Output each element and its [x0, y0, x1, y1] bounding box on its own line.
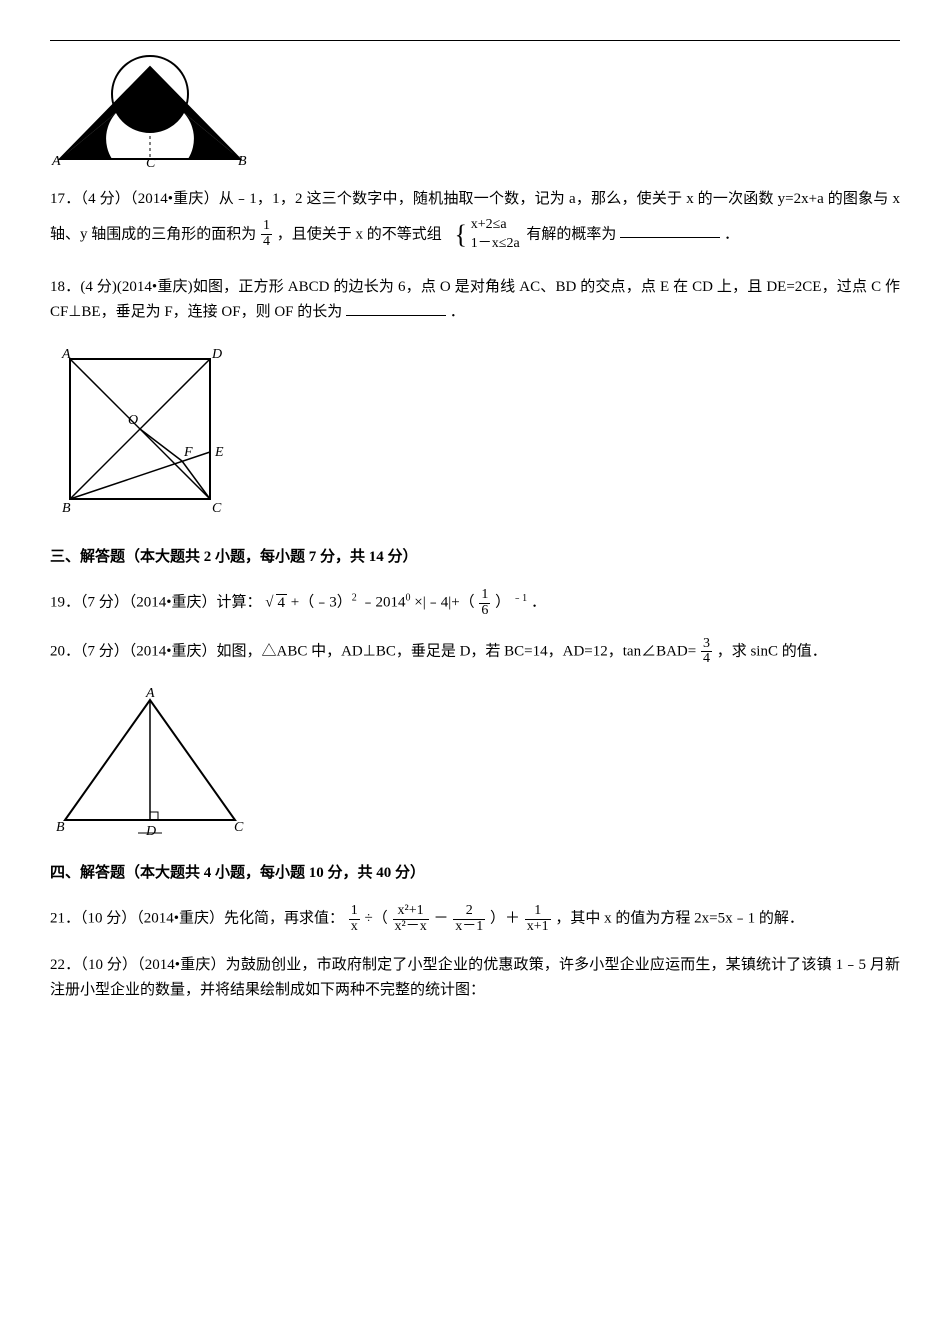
q16-figure: A B C O [50, 49, 900, 169]
q17-period: ． [724, 226, 739, 242]
q18: 18．(4 分)(2014•重庆)如图，正方形 ABCD 的边长为 6，点 O … [50, 275, 900, 326]
q20: 20．（7 分）（2014•重庆）如图，△ABC 中，AD⊥BC，垂足是 D，若… [50, 637, 900, 667]
svg-text:A: A [61, 347, 71, 362]
q18-text: 18．(4 分)(2014•重庆)如图，正方形 ABCD 的边长为 6，点 O … [50, 279, 900, 321]
svg-text:D: D [211, 347, 222, 362]
svg-text:B: B [62, 501, 71, 516]
svg-text:B: B [238, 154, 247, 169]
q17-mid: ，且使关于 x 的不等式组 [277, 226, 442, 242]
q19-mid2: ﹣2014 [360, 595, 405, 611]
q18-blank [346, 300, 446, 316]
q19-end: ． [531, 595, 546, 611]
q17: 17．（4 分）（2014•重庆）从﹣1，1，2 这三个数字中，随机抽取一个数，… [50, 187, 900, 257]
q21-div: ÷（ [365, 911, 388, 927]
q19-sq: 2 [352, 593, 357, 604]
section3-title: 三、解答题（本大题共 2 小题，每小题 7 分，共 14 分） [50, 545, 900, 571]
q21-prefix: 21．（10 分）（2014•重庆）先化简，再求值： [50, 911, 344, 927]
q20-prefix: 20．（7 分）（2014•重庆）如图，△ABC 中，AD⊥BC，垂足是 D，若… [50, 643, 696, 659]
q21-frac2: x²+1 x²－x [393, 904, 429, 934]
q19-mid1: +（﹣3） [291, 595, 352, 611]
q21-minus: － [433, 911, 448, 927]
svg-text:A: A [51, 154, 61, 169]
svg-text:O: O [128, 413, 138, 428]
svg-text:B: B [56, 820, 65, 835]
q19-sqrt: 4 [274, 591, 288, 617]
q20-figure: A B C D [50, 685, 900, 835]
q17-tail: 有解的概率为 [526, 226, 616, 242]
q18-figure: A D B C O E F [50, 344, 900, 519]
q22-text: 22．（10 分）（2014•重庆）为鼓励创业，市政府制定了小型企业的优惠政策，… [50, 957, 900, 999]
sqrt-symbol: √ [265, 595, 273, 611]
q19: 19．（7 分）（2014•重庆）计算： √4 +（﹣3）2 ﹣20140 ×|… [50, 588, 900, 618]
section4-title: 四、解答题（本大题共 4 小题，每小题 10 分，共 40 分） [50, 861, 900, 887]
q19-pow: ﹣1 [512, 593, 527, 604]
svg-text:E: E [214, 445, 224, 460]
q17-frac-area: 1 4 [261, 219, 272, 249]
q20-tail: ，求 sinC 的值． [717, 643, 827, 659]
header-rule [50, 40, 900, 41]
svg-text:O: O [154, 80, 164, 95]
q17-blank [620, 222, 720, 238]
q19-zero: 0 [405, 593, 410, 604]
q19-close: ） [495, 595, 510, 611]
q21-close-plus: ）＋ [490, 911, 520, 927]
q19-mid3: ×|﹣4|+（ [414, 595, 474, 611]
q21-tail: ，其中 x 的值为方程 2x=5x﹣1 的解． [555, 911, 803, 927]
q21: 21．（10 分）（2014•重庆）先化简，再求值： 1 x ÷（ x²+1 x… [50, 904, 900, 934]
q21-frac4: 1 x+1 [525, 904, 551, 934]
q21-frac1: 1 x [349, 904, 360, 934]
svg-text:A: A [145, 686, 155, 701]
q21-frac3: 2 x－1 [453, 904, 485, 934]
q18-period: ． [450, 304, 465, 320]
svg-text:C: C [212, 501, 222, 516]
q19-frac: 1 6 [479, 588, 490, 618]
svg-text:C: C [146, 156, 156, 169]
svg-text:C: C [234, 820, 244, 835]
q22: 22．（10 分）（2014•重庆）为鼓励创业，市政府制定了小型企业的优惠政策，… [50, 953, 900, 1004]
svg-text:F: F [183, 445, 193, 460]
q17-system: { x+2≤a 1－x≤2a [449, 213, 520, 257]
q20-frac: 3 4 [701, 637, 712, 667]
q19-prefix: 19．（7 分）（2014•重庆）计算： [50, 595, 262, 611]
